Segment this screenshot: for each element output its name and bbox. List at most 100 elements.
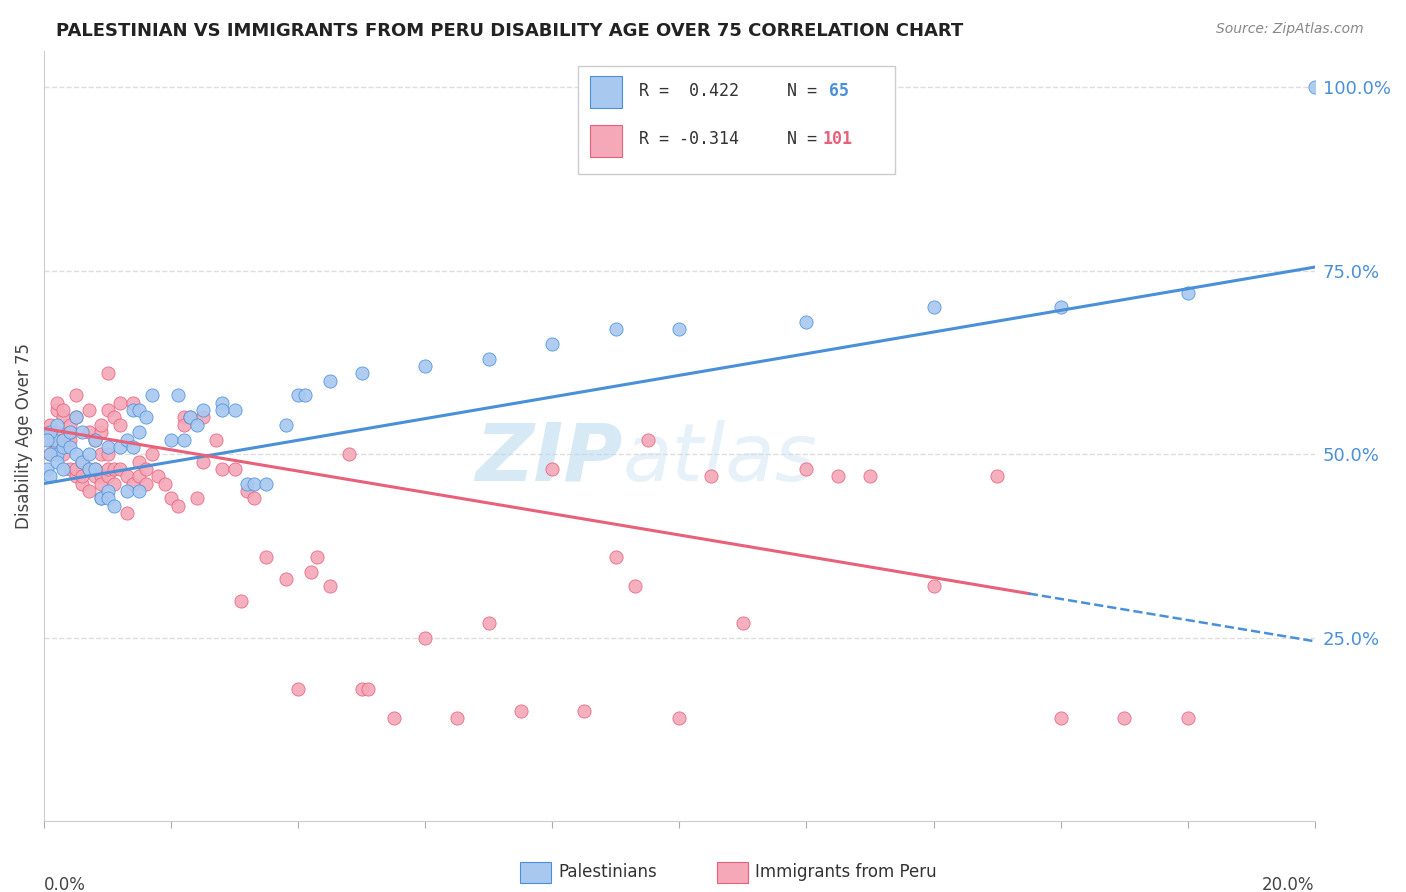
Point bbox=[37, 425, 59, 439]
Point bbox=[294, 388, 316, 402]
Point bbox=[70, 454, 93, 468]
Point bbox=[1177, 711, 1199, 725]
Point bbox=[84, 469, 107, 483]
Point bbox=[274, 417, 297, 432]
Point bbox=[103, 462, 125, 476]
Point bbox=[204, 433, 226, 447]
Point bbox=[274, 572, 297, 586]
Point bbox=[350, 367, 373, 381]
Text: R =  0.422: R = 0.422 bbox=[638, 82, 738, 100]
Point bbox=[90, 469, 112, 483]
Point bbox=[236, 476, 259, 491]
Point bbox=[1303, 80, 1326, 95]
Point bbox=[128, 454, 150, 468]
Text: N =: N = bbox=[787, 130, 817, 148]
Point bbox=[45, 417, 67, 432]
Point bbox=[39, 433, 62, 447]
Point bbox=[110, 417, 132, 432]
Point bbox=[637, 433, 659, 447]
Point bbox=[39, 447, 62, 461]
Point bbox=[141, 447, 163, 461]
Point bbox=[224, 403, 246, 417]
Text: Source: ZipAtlas.com: Source: ZipAtlas.com bbox=[1216, 22, 1364, 37]
Point bbox=[52, 403, 75, 417]
Point bbox=[160, 491, 183, 506]
Point bbox=[70, 454, 93, 468]
Point bbox=[103, 476, 125, 491]
Point bbox=[90, 476, 112, 491]
Point bbox=[110, 440, 132, 454]
Text: 0.0%: 0.0% bbox=[44, 877, 86, 892]
Point bbox=[97, 447, 120, 461]
Point bbox=[166, 499, 188, 513]
Point bbox=[58, 425, 80, 439]
Point bbox=[413, 631, 436, 645]
Point bbox=[128, 483, 150, 498]
Point bbox=[179, 410, 201, 425]
Point bbox=[70, 425, 93, 439]
Point bbox=[859, 469, 882, 483]
Point bbox=[922, 301, 945, 315]
Point bbox=[191, 454, 214, 468]
Text: Palestinians: Palestinians bbox=[558, 863, 657, 881]
Point bbox=[478, 615, 501, 630]
Point bbox=[229, 594, 252, 608]
Point bbox=[211, 396, 233, 410]
Point bbox=[1049, 301, 1071, 315]
Point bbox=[287, 681, 309, 696]
Point bbox=[58, 425, 80, 439]
Point bbox=[39, 469, 62, 483]
Point bbox=[541, 337, 564, 351]
Point bbox=[211, 403, 233, 417]
Point bbox=[128, 425, 150, 439]
Point bbox=[103, 499, 125, 513]
Point bbox=[191, 403, 214, 417]
Bar bbox=[591, 76, 623, 109]
Point bbox=[242, 476, 264, 491]
Point bbox=[478, 351, 501, 366]
Point bbox=[153, 476, 176, 491]
Point bbox=[224, 462, 246, 476]
Point bbox=[77, 447, 100, 461]
Text: R = -0.314: R = -0.314 bbox=[638, 130, 738, 148]
Point bbox=[58, 440, 80, 454]
Point bbox=[128, 469, 150, 483]
Point bbox=[45, 425, 67, 439]
Point bbox=[115, 506, 138, 520]
Point bbox=[446, 711, 468, 725]
Point bbox=[52, 440, 75, 454]
Point bbox=[357, 681, 380, 696]
Point bbox=[37, 462, 59, 476]
Point bbox=[211, 462, 233, 476]
Point bbox=[256, 549, 278, 564]
Point bbox=[141, 388, 163, 402]
Point bbox=[65, 469, 87, 483]
Point bbox=[77, 403, 100, 417]
Point bbox=[58, 462, 80, 476]
Point bbox=[135, 410, 157, 425]
Point bbox=[796, 315, 818, 329]
Point bbox=[65, 447, 87, 461]
Point bbox=[77, 483, 100, 498]
Point bbox=[605, 322, 627, 336]
Point bbox=[287, 388, 309, 402]
Point bbox=[186, 491, 208, 506]
Point bbox=[922, 579, 945, 593]
Point bbox=[319, 579, 342, 593]
Bar bbox=[578, 66, 896, 174]
Point bbox=[122, 396, 145, 410]
Point bbox=[90, 491, 112, 506]
Point bbox=[509, 704, 531, 718]
Point bbox=[97, 367, 120, 381]
Point bbox=[700, 469, 723, 483]
Text: Immigrants from Peru: Immigrants from Peru bbox=[755, 863, 936, 881]
Point bbox=[236, 483, 259, 498]
Point bbox=[45, 454, 67, 468]
Point bbox=[90, 425, 112, 439]
Point bbox=[605, 549, 627, 564]
Point bbox=[90, 447, 112, 461]
Text: PALESTINIAN VS IMMIGRANTS FROM PERU DISABILITY AGE OVER 75 CORRELATION CHART: PALESTINIAN VS IMMIGRANTS FROM PERU DISA… bbox=[56, 22, 963, 40]
Point bbox=[115, 483, 138, 498]
Point bbox=[299, 565, 322, 579]
Point bbox=[1112, 711, 1135, 725]
